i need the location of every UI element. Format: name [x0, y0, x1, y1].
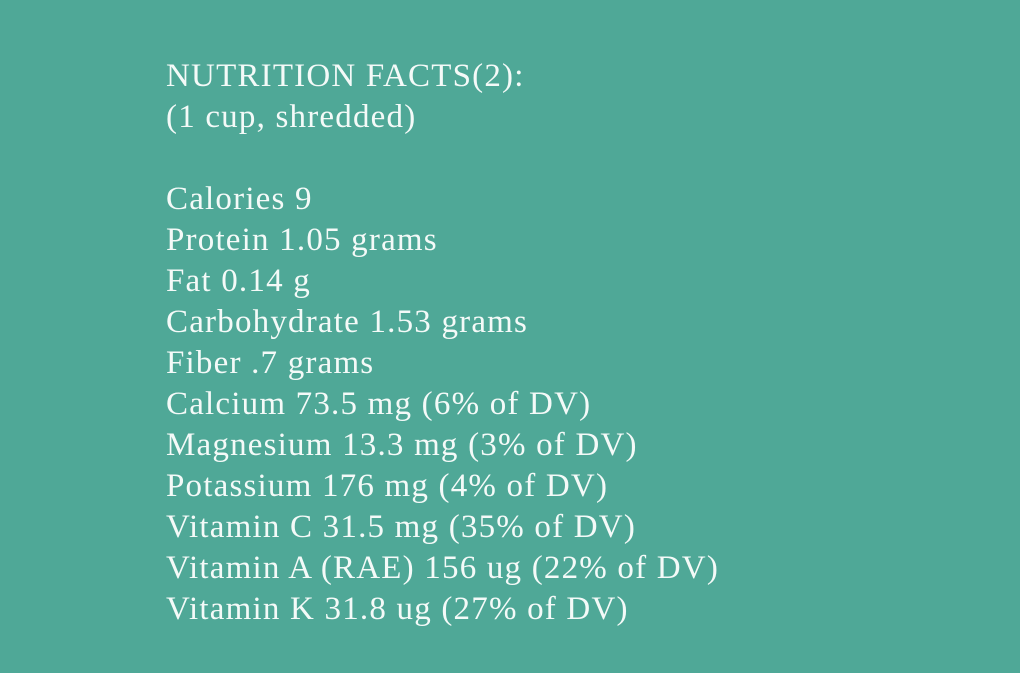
serving-size: (1 cup, shredded)	[166, 99, 417, 135]
fact-potassium: Potassium 176 mg (4% of DV)	[166, 468, 609, 504]
fact-vitamin-a: Vitamin A (RAE) 156 ug (22% of DV)	[166, 550, 720, 586]
nutrition-title: NUTRITION FACTS(2):	[166, 58, 525, 94]
fact-vitamin-c: Vitamin C 31.5 mg (35% of DV)	[166, 509, 637, 545]
fact-calcium: Calcium 73.5 mg (6% of DV)	[166, 386, 592, 422]
section-spacer	[166, 138, 986, 179]
fact-carbohydrate: Carbohydrate 1.53 grams	[166, 304, 529, 340]
fact-fiber: Fiber .7 grams	[166, 345, 375, 381]
nutrition-content: NUTRITION FACTS(2): (1 cup, shredded) Ca…	[166, 56, 986, 630]
fact-magnesium: Magnesium 13.3 mg (3% of DV)	[166, 427, 638, 463]
fact-calories: Calories 9	[166, 181, 313, 217]
fact-protein: Protein 1.05 grams	[166, 222, 438, 258]
fact-fat: Fat 0.14 g	[166, 263, 311, 299]
fact-vitamin-k: Vitamin K 31.8 ug (27% of DV)	[166, 591, 629, 627]
